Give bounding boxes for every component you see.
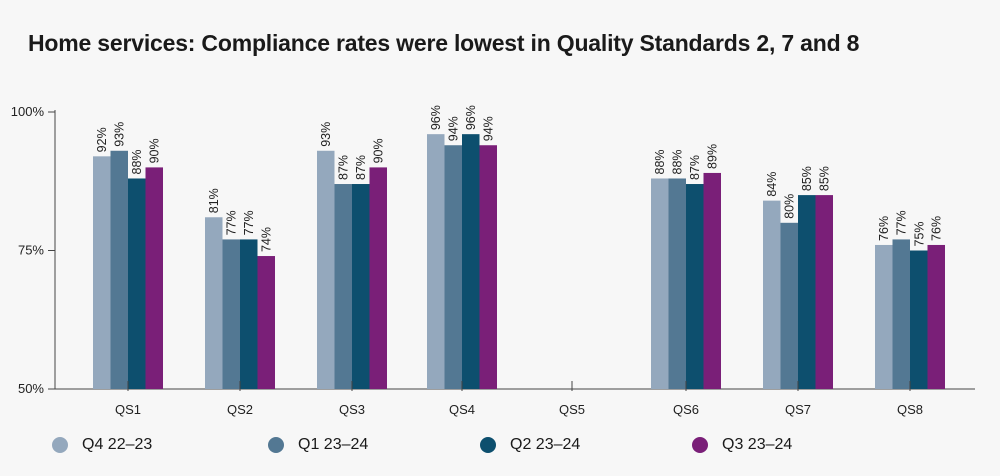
y-tick-label: 100% xyxy=(11,104,45,119)
bar-qs7-series-3 xyxy=(815,195,833,389)
bar-qs8-series-3 xyxy=(927,244,945,389)
data-label: 93% xyxy=(319,122,333,147)
legend-item-q2-23-24: Q2 23–24 xyxy=(480,436,580,454)
bar-qs6-series-2 xyxy=(686,184,704,389)
bar-qs6-series-0 xyxy=(651,178,669,389)
data-label: 94% xyxy=(447,116,461,141)
data-label: 87% xyxy=(688,155,702,180)
bar-qs2-series-2 xyxy=(240,239,258,389)
legend-swatch-q1-23-24 xyxy=(268,437,284,453)
legend-item-q1-23-24: Q1 23–24 xyxy=(268,436,368,454)
legend-item-q4-22-23: Q4 22–23 xyxy=(52,436,152,454)
data-label: 96% xyxy=(429,105,443,130)
bar-qs4-series-2 xyxy=(462,134,480,389)
data-label: 89% xyxy=(706,144,720,169)
data-label: 88% xyxy=(653,149,667,174)
bar-qs8-series-1 xyxy=(892,239,910,389)
bar-qs4-series-0 xyxy=(427,134,445,389)
bar-qs8-series-2 xyxy=(910,250,928,389)
chart-title: Home services: Compliance rates were low… xyxy=(28,30,860,56)
bar-qs6-series-3 xyxy=(703,172,721,389)
x-tick-label: QS2 xyxy=(227,402,253,417)
x-tick-label: QS6 xyxy=(673,402,699,417)
legend-swatch-q3-23-24 xyxy=(692,437,708,453)
bar-qs3-series-2 xyxy=(352,184,370,389)
bar-qs1-series-2 xyxy=(128,178,146,389)
bar-qs3-series-1 xyxy=(334,184,352,389)
data-label: 75% xyxy=(912,221,926,246)
chart-legend: Q4 22–23 Q1 23–24 Q2 23–24 Q3 23–24 xyxy=(52,436,952,462)
bar-qs7-series-2 xyxy=(798,195,816,389)
data-label: 87% xyxy=(337,155,351,180)
bar-qs2-series-1 xyxy=(222,239,240,389)
data-label: 88% xyxy=(671,149,685,174)
x-tick-label: QS8 xyxy=(897,402,923,417)
x-tick-label: QS7 xyxy=(785,402,811,417)
data-label: 93% xyxy=(113,122,127,147)
data-label: 76% xyxy=(877,216,891,241)
bar-qs3-series-0 xyxy=(317,150,335,389)
data-label: 74% xyxy=(260,227,274,252)
x-tick-label: QS1 xyxy=(115,402,141,417)
data-label: 96% xyxy=(464,105,478,130)
legend-item-q3-23-24: Q3 23–24 xyxy=(692,436,792,454)
data-label: 77% xyxy=(242,210,256,235)
data-label: 87% xyxy=(354,155,368,180)
bar-qs2-series-0 xyxy=(205,217,223,389)
data-label: 85% xyxy=(818,166,832,191)
legend-swatch-q4-22-23 xyxy=(52,437,68,453)
data-label: 88% xyxy=(130,149,144,174)
bar-qs7-series-1 xyxy=(780,222,798,389)
y-tick-label: 75% xyxy=(18,243,44,258)
bar-qs1-series-1 xyxy=(110,150,128,389)
data-label: 90% xyxy=(372,138,386,163)
legend-label: Q4 22–23 xyxy=(82,436,153,453)
bar-qs1-series-0 xyxy=(93,156,111,389)
x-tick-label: QS3 xyxy=(339,402,365,417)
data-label: 76% xyxy=(930,216,944,241)
legend-label: Q3 23–24 xyxy=(722,436,793,453)
data-label: 80% xyxy=(783,194,797,219)
y-tick-label: 50% xyxy=(18,381,44,396)
bar-qs4-series-1 xyxy=(444,145,462,389)
bar-qs3-series-3 xyxy=(369,167,387,389)
data-label: 92% xyxy=(95,127,109,152)
data-label: 85% xyxy=(800,166,814,191)
x-tick-label: QS5 xyxy=(559,402,585,417)
data-label: 81% xyxy=(207,188,221,213)
data-label: 77% xyxy=(895,210,909,235)
legend-swatch-q2-23-24 xyxy=(480,437,496,453)
bar-qs7-series-0 xyxy=(763,200,781,389)
legend-label: Q1 23–24 xyxy=(298,436,369,453)
bar-qs8-series-0 xyxy=(875,244,893,389)
bar-qs4-series-3 xyxy=(479,145,497,389)
bar-qs6-series-1 xyxy=(668,178,686,389)
data-label: 90% xyxy=(148,138,162,163)
data-label: 77% xyxy=(225,210,239,235)
bar-qs1-series-3 xyxy=(145,167,163,389)
x-tick-label: QS4 xyxy=(449,402,475,417)
data-label: 84% xyxy=(765,172,779,197)
data-label: 94% xyxy=(482,116,496,141)
bar-qs2-series-3 xyxy=(257,256,275,389)
legend-label: Q2 23–24 xyxy=(510,436,581,453)
